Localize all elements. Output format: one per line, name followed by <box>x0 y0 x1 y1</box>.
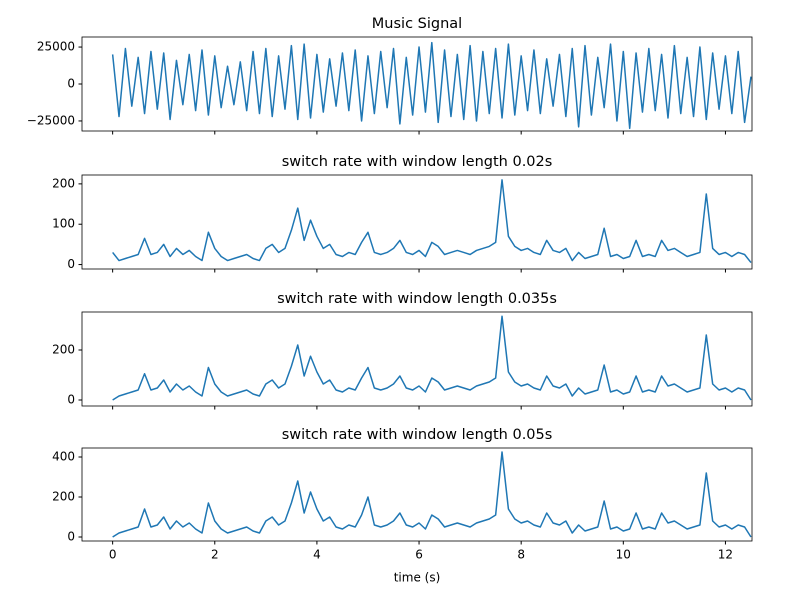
axes-frame <box>81 174 753 270</box>
data-line <box>112 451 752 538</box>
axes-title: Music Signal <box>372 16 462 32</box>
axes-title: switch rate with window length 0.05s <box>282 427 553 443</box>
axes-frame <box>81 311 753 407</box>
x-tick-label: 0 <box>109 548 117 562</box>
y-tick-label: 0 <box>67 530 75 544</box>
y-tick-label: 200 <box>52 343 75 357</box>
x-tick-label: 8 <box>517 548 525 562</box>
x-tick-label: 10 <box>616 548 631 562</box>
data-line <box>112 315 752 401</box>
axes-title: switch rate with window length 0.035s <box>277 291 557 307</box>
y-tick-label: 0 <box>67 77 75 91</box>
y-tick-label: 25000 <box>37 40 75 54</box>
axes-title: switch rate with window length 0.02s <box>282 154 553 170</box>
y-tick-label: 200 <box>52 490 75 504</box>
y-tick-label: 400 <box>52 450 75 464</box>
x-tick-label: 6 <box>415 548 423 562</box>
x-tick-label: 12 <box>718 548 733 562</box>
y-tick-label: 200 <box>52 176 75 190</box>
y-tick-label: 0 <box>67 257 75 271</box>
axes-frame <box>81 36 753 132</box>
y-tick-label: −25000 <box>27 113 75 127</box>
y-tick-label: 100 <box>52 217 75 231</box>
axes-frame <box>81 447 753 542</box>
data-line <box>111 41 752 130</box>
x-tick-label: 2 <box>211 548 219 562</box>
data-line <box>112 179 752 264</box>
x-axis-label: time (s) <box>394 571 441 585</box>
x-tick-label: 4 <box>313 548 321 562</box>
y-tick-label: 0 <box>67 393 75 407</box>
